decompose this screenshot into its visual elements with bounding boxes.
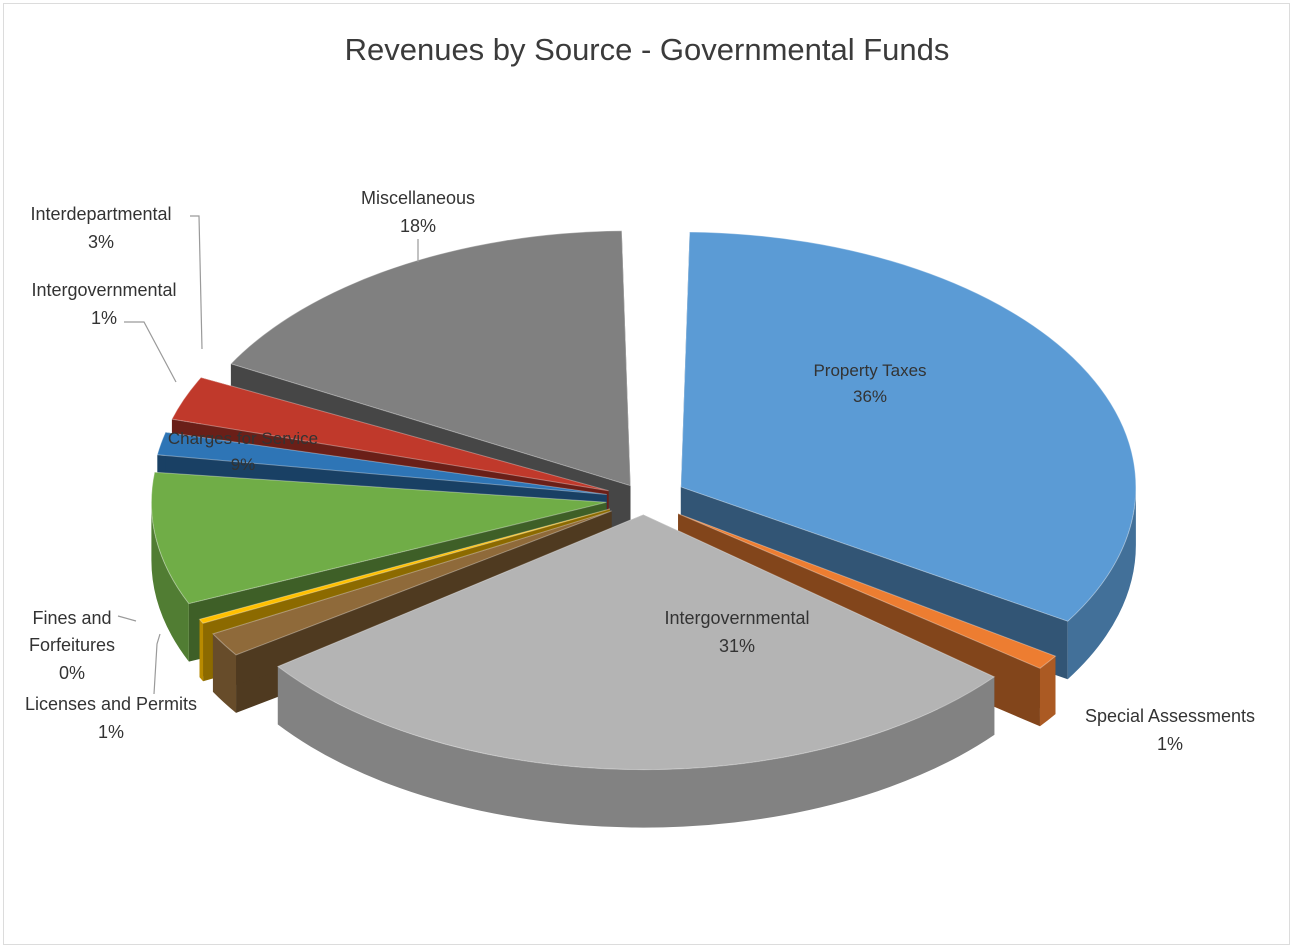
slices-layer [150, 230, 1137, 828]
data-label-property-taxes-value: 36% [853, 387, 887, 406]
chart-title: Revenues by Source - Governmental Funds [345, 32, 950, 67]
pie-slice-intergovernmental-2 [276, 514, 996, 828]
data-label-licenses-permits-name: Licenses and Permits [25, 694, 197, 714]
data-label-charges-for-service-name: Charges for Service [168, 429, 318, 448]
data-label-fines-value: 0% [59, 663, 85, 683]
data-label-property-taxes-name: Property Taxes [813, 361, 926, 380]
leader-line [117, 615, 137, 622]
chart-frame: Revenues by Source - Governmental Funds … [3, 3, 1290, 945]
pie-chart: Revenues by Source - Governmental Funds … [25, 32, 1255, 828]
data-label-intergovernmental-small-name: Intergovernmental [31, 280, 176, 300]
data-label-fines-name-line1: Fines and [32, 608, 111, 628]
data-label-intergovernmental-small-value: 1% [91, 308, 117, 328]
leader-line [153, 633, 161, 695]
labels-layer: Property Taxes 36% Special Assessments 1% In… [25, 188, 1255, 754]
data-label-intergovernmental-value: 31% [719, 636, 755, 656]
data-label-licenses-permits-value: 1% [98, 722, 124, 742]
data-label-interdepartmental-value: 3% [88, 232, 114, 252]
leader-line [190, 215, 203, 350]
data-label-intergovernmental-name: Intergovernmental [664, 608, 809, 628]
data-label-miscellaneous-name: Miscellaneous [361, 188, 475, 208]
data-label-miscellaneous-value: 18% [400, 216, 436, 236]
data-label-special-assessments-value: 1% [1157, 734, 1183, 754]
data-label-interdepartmental-name: Interdepartmental [30, 204, 171, 224]
data-label-fines-name-line2: Forfeitures [29, 635, 115, 655]
leader-line [124, 321, 177, 383]
data-label-special-assessments-name: Special Assessments [1085, 706, 1255, 726]
data-label-charges-for-service-value: 9% [231, 455, 256, 474]
